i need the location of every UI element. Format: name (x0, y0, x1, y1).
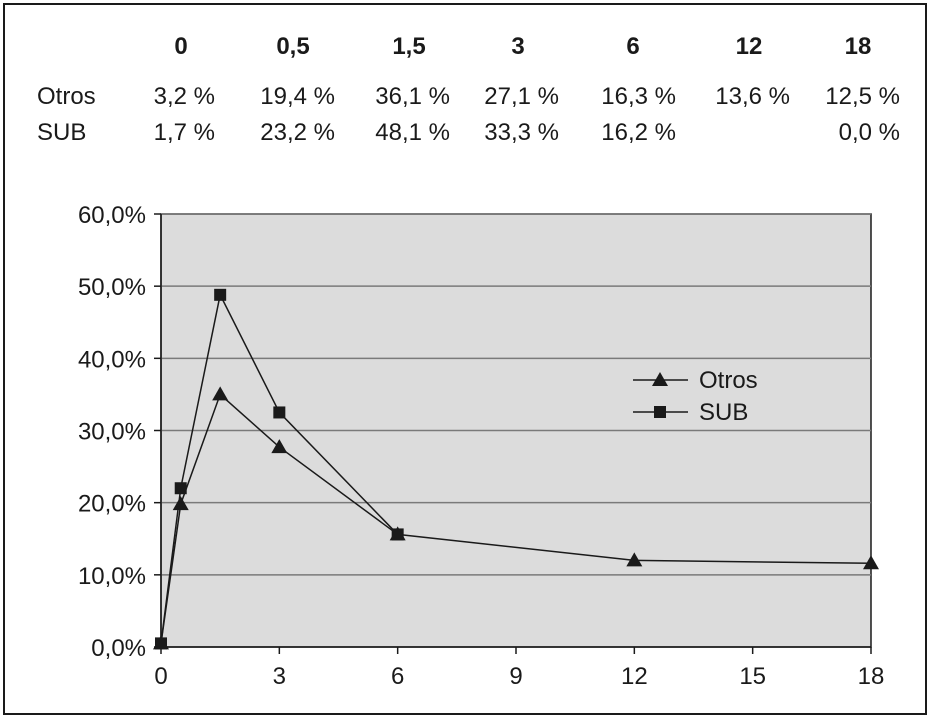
x-tick-label: 3 (273, 663, 286, 690)
x-tick-label: 12 (621, 663, 648, 690)
table-row-label: SUB (37, 119, 86, 146)
table-cell: 23,2 % (260, 119, 335, 146)
y-tick-label: 20,0% (78, 491, 146, 518)
table-cell: 33,3 % (484, 119, 559, 146)
table-cell: 19,4 % (260, 83, 335, 110)
table-cell: 13,6 % (715, 83, 790, 110)
data-point (214, 288, 227, 301)
table-col-header: 12 (736, 33, 763, 60)
data-point (172, 496, 189, 511)
table-row-label: Otros (37, 83, 96, 110)
plot-area (160, 213, 872, 648)
legend-item: SUB (633, 399, 748, 426)
data-point (863, 555, 879, 570)
table-col-header: 18 (845, 33, 872, 60)
axes: 0,0% 10,0% 20,0% 30,0% 40,0% 50,0% 60,0% 0 3 6 9 12… (78, 202, 884, 690)
data-point (391, 528, 404, 541)
table-cell: 36,1 % (375, 83, 450, 110)
table-cell: 27,1 % (484, 83, 559, 110)
x-tick-label: 6 (391, 663, 404, 690)
legend-item: Otros (633, 367, 758, 394)
y-tick-label: 0,0% (91, 635, 146, 662)
figure-frame (3, 3, 927, 715)
table-cell: 16,3 % (601, 83, 676, 110)
y-tick-label: 10,0% (78, 563, 146, 590)
table-cell: 1,7 % (154, 119, 215, 146)
y-tick-label: 30,0% (78, 419, 146, 446)
legend-marker (652, 372, 668, 386)
data-table: 0 0,5 1,5 3 6 12 18 Otros 3,2 % 19,4 % 36,1 % 27,1 … (37, 33, 900, 146)
y-tick-label: 50,0% (78, 274, 146, 301)
table-cell: 0,0 % (839, 119, 900, 146)
table-cell: 48,1 % (375, 119, 450, 146)
table-col-header: 0,5 (276, 33, 309, 60)
y-tick-label: 40,0% (78, 346, 146, 373)
table-col-header: 1,5 (392, 33, 425, 60)
data-point (174, 482, 187, 495)
data-point (271, 439, 288, 454)
legend-label: Otros (699, 367, 758, 394)
x-tick-label: 18 (858, 663, 885, 690)
table-cell: 3,2 % (154, 83, 215, 110)
table-col-header: 0 (174, 33, 187, 60)
table-cell: 12,5 % (825, 83, 900, 110)
data-point (626, 552, 643, 567)
data-point (273, 406, 286, 419)
table-col-header: 3 (511, 33, 524, 60)
table-cell: 16,2 % (601, 119, 676, 146)
legend-marker (654, 406, 666, 418)
series-layer (153, 288, 879, 650)
legend: Otros SUB (633, 367, 758, 426)
data-point (155, 637, 167, 650)
table-col-header: 6 (626, 33, 639, 60)
x-tick-label: 0 (154, 663, 167, 690)
data-point (212, 386, 229, 401)
x-tick-label: 9 (509, 663, 522, 690)
series-sub (155, 288, 404, 650)
legend-label: SUB (699, 399, 748, 426)
y-tick-label: 60,0% (78, 202, 146, 229)
x-tick-label: 15 (739, 663, 766, 690)
